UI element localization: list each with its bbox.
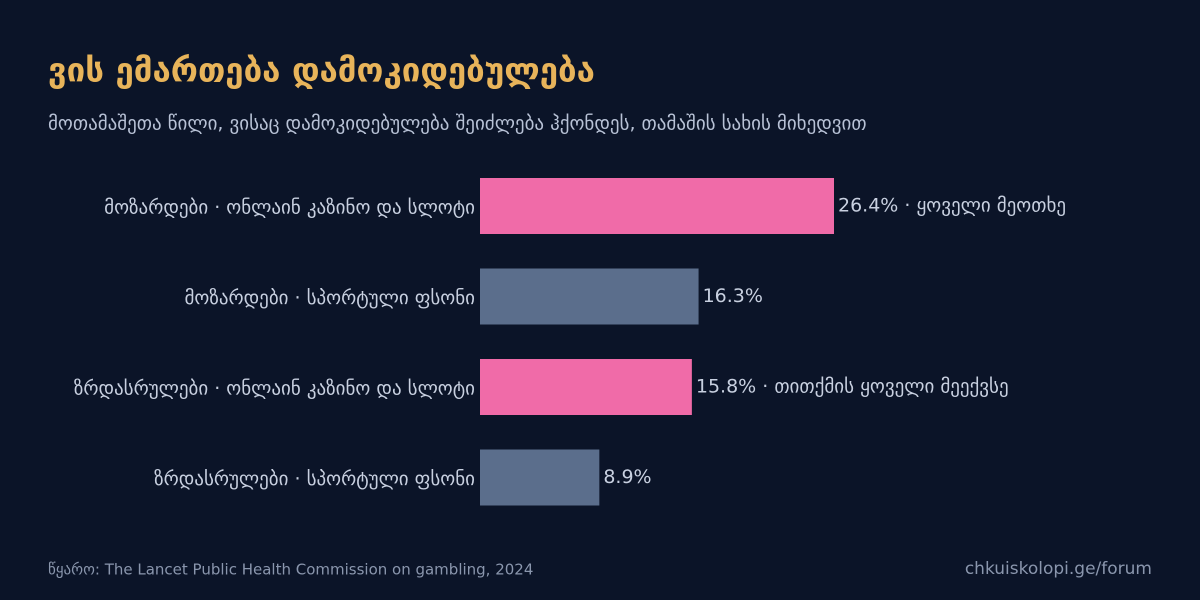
site: chkuiskolopi.ge/forum — [965, 559, 1152, 579]
bar — [480, 359, 692, 415]
chart-subtitle: მოთამაშეთა წილი, ვისაც დამოკიდებულება შე… — [48, 113, 867, 135]
chart-title: ვის ემართება დამოკიდებულება — [48, 51, 595, 90]
category-label: ზრდასრულები · სპორტული ფსონი — [154, 468, 475, 490]
category-label: მოზარდები · ონლაინ კაზინო და სლოტი — [104, 197, 475, 219]
bar — [480, 268, 699, 325]
value-label: 15.8% · თითქმის ყოველი მეექვსე — [696, 376, 1009, 398]
source: წყარო: The Lancet Public Health Commissi… — [48, 561, 533, 579]
value-label: 16.3% — [703, 285, 763, 307]
bar — [480, 449, 600, 506]
category-label: მოზარდები · სპორტული ფსონი — [184, 287, 475, 309]
bar — [480, 178, 834, 234]
category-label: ზრდასრულები · ონლაინ კაზინო და სლოტი — [74, 378, 475, 400]
value-label: 26.4% · ყოველი მეოთხე — [838, 195, 1066, 217]
value-label: 8.9% — [603, 466, 651, 488]
